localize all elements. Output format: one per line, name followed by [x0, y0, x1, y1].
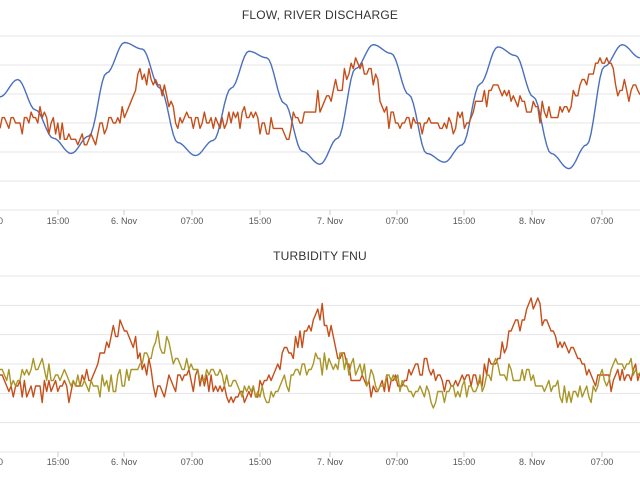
x-tick-label-edge: 0: [0, 216, 3, 226]
x-tick-label: 15:00: [249, 457, 272, 467]
x-tick-label: 15:00: [249, 216, 272, 226]
x-tick-label: 15:00: [453, 216, 476, 226]
turbidity-chart-title: TURBIDITY FNU: [273, 249, 367, 263]
x-tick-label: 07:00: [591, 216, 614, 226]
x-tick-label: 7. Nov: [317, 216, 344, 226]
series-line-0: [0, 297, 640, 404]
series-line-1: [0, 57, 640, 146]
series-line-0: [0, 41, 640, 170]
flow-chart: 15:00 6. Nov 07:00 15:00 7. Nov 07:00 15:00 8. …: [0, 35, 640, 226]
x-tick-label: 07:00: [591, 457, 614, 467]
x-tick-label: 6. Nov: [111, 457, 138, 467]
x-tick-label: 07:00: [181, 457, 204, 467]
series-line-1: [0, 330, 640, 409]
x-tick-label: 15:00: [47, 457, 70, 467]
flow-chart-title: FLOW, RIVER DISCHARGE: [241, 8, 399, 22]
x-tick-label: 07:00: [386, 457, 409, 467]
x-tick-label: 7. Nov: [317, 457, 344, 467]
x-tick-label: 07:00: [181, 216, 204, 226]
turbidity-chart: 15:00 6. Nov 07:00 15:00 7. Nov 07:00 15:00 8. …: [0, 275, 640, 467]
x-tick-label: 8. Nov: [519, 216, 546, 226]
x-tick-label: 6. Nov: [111, 216, 138, 226]
x-tick-label: 8. Nov: [519, 457, 546, 467]
x-tick-label-edge: 0: [0, 457, 3, 467]
x-tick-label: 15:00: [453, 457, 476, 467]
x-tick-label: 07:00: [386, 216, 409, 226]
x-tick-label: 15:00: [47, 216, 70, 226]
